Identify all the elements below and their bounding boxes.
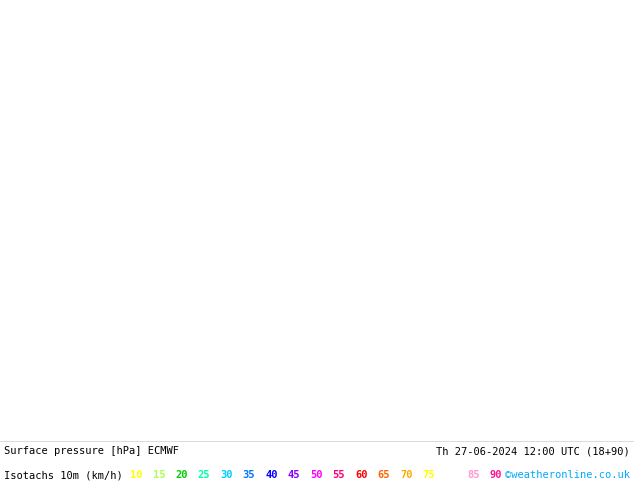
Text: 35: 35: [242, 470, 255, 480]
Text: Th 27-06-2024 12:00 UTC (18+90): Th 27-06-2024 12:00 UTC (18+90): [436, 446, 630, 456]
Text: 15: 15: [153, 470, 165, 480]
Text: 30: 30: [220, 470, 233, 480]
Text: 85: 85: [467, 470, 480, 480]
Text: 70: 70: [400, 470, 413, 480]
Text: 20: 20: [175, 470, 188, 480]
Text: 25: 25: [198, 470, 210, 480]
Text: 10: 10: [130, 470, 143, 480]
Text: 90: 90: [490, 470, 503, 480]
Text: 55: 55: [332, 470, 345, 480]
Text: ©weatheronline.co.uk: ©weatheronline.co.uk: [505, 470, 630, 480]
Text: 60: 60: [355, 470, 368, 480]
Text: Isotachs 10m (km/h): Isotachs 10m (km/h): [4, 470, 123, 480]
Text: 80: 80: [445, 470, 458, 480]
Text: 50: 50: [310, 470, 323, 480]
Text: 45: 45: [287, 470, 300, 480]
Text: Surface pressure [hPa] ECMWF: Surface pressure [hPa] ECMWF: [4, 446, 179, 456]
Text: 65: 65: [377, 470, 390, 480]
Text: 75: 75: [422, 470, 435, 480]
Text: 40: 40: [265, 470, 278, 480]
